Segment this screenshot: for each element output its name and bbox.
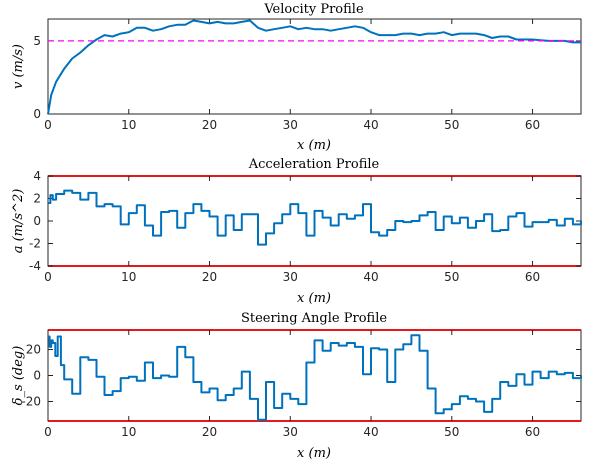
- steering-title: Steering Angle Profile: [241, 311, 387, 326]
- steering-panel: Steering Angle Profile 0 10 20 30 40 50 60-200…: [11, 311, 582, 461]
- steering-ticks: 0 10 20 30 40 50 60 -20 0 20: [21, 330, 581, 439]
- steering-xtick-label: 30: [283, 425, 298, 439]
- steering-xtick-label: 40: [363, 425, 378, 439]
- steering-xtick-label: 60: [525, 425, 540, 439]
- velocity-xtick-label: 40: [363, 118, 378, 132]
- acceleration-xtick-label: 10: [121, 270, 136, 284]
- velocity-xtick-label: 30: [283, 118, 298, 132]
- acceleration-limit-lines: [48, 175, 581, 267]
- acceleration-panel: Acceleration Profile 0 10 20 30 40 50 60 -4 -2 0 2…: [11, 157, 582, 306]
- velocity-ytick-label: 5: [33, 34, 41, 48]
- steering-ytick-label: 0: [33, 369, 41, 383]
- acceleration-xlabel: x (m): [297, 291, 331, 306]
- velocity-xtick-label: 50: [444, 118, 459, 132]
- acceleration-series-line: [48, 189, 582, 246]
- acceleration-series: [48, 189, 582, 246]
- acceleration-xtick-label: 30: [283, 270, 298, 284]
- velocity-title: Velocity Profile: [263, 2, 364, 17]
- steering-ylabel: δ_s (deg): [11, 346, 26, 406]
- acceleration-xtick-label: 60: [525, 270, 540, 284]
- acceleration-title: Acceleration Profile: [248, 157, 380, 172]
- steering-ytick-label: 20: [26, 343, 41, 357]
- acceleration-ytick-label: 4: [33, 169, 41, 183]
- steering-xtick-label: 50: [444, 425, 459, 439]
- velocity-ylabel: v (m/s): [11, 44, 26, 89]
- velocity-xtick-label: 10: [121, 118, 136, 132]
- acceleration-xtick-label: 50: [444, 270, 459, 284]
- acceleration-ytick-label: -4: [29, 259, 41, 273]
- velocity-series: [47, 19, 581, 115]
- steering-series-line: [48, 334, 582, 421]
- velocity-xlabel: x (m): [297, 138, 331, 153]
- steering-xlabel: x (m): [297, 446, 331, 461]
- acceleration-ytick-label: -2: [29, 237, 41, 251]
- steering-ytick-label: -20: [21, 395, 41, 409]
- acceleration-ticks: 0 10 20 30 40 50 60 -4 -2 0 2 4: [29, 169, 581, 284]
- velocity-xtick-label: 0: [44, 118, 52, 132]
- acceleration-xtick-label: 40: [363, 270, 378, 284]
- velocity-axes-box: [47, 18, 582, 115]
- velocity-panel: Velocity Profile 0 10 20 30 40 50 60 0 5 x (m) v…: [11, 2, 582, 153]
- velocity-ytick-label: 0: [33, 107, 41, 121]
- acceleration-ytick-label: 0: [33, 214, 41, 228]
- steering-series: [48, 334, 582, 421]
- velocity-ticks: 0 10 20 30 40 50 60 0 5: [33, 19, 581, 132]
- steering-xtick-label: 20: [202, 425, 217, 439]
- acceleration-ytick-label: 2: [33, 192, 41, 206]
- steering-xtick-label: 0: [44, 425, 52, 439]
- steering-limit-lines: [48, 329, 581, 422]
- steering-xtick-label: 10: [121, 425, 136, 439]
- acceleration-xtick-label: 0: [44, 270, 52, 284]
- velocity-series-line: [47, 19, 581, 115]
- velocity-xtick-label: 60: [525, 118, 540, 132]
- acceleration-ylabel: a (m/s^2): [11, 189, 26, 254]
- velocity-xtick-label: 20: [202, 118, 217, 132]
- acceleration-xtick-label: 20: [202, 270, 217, 284]
